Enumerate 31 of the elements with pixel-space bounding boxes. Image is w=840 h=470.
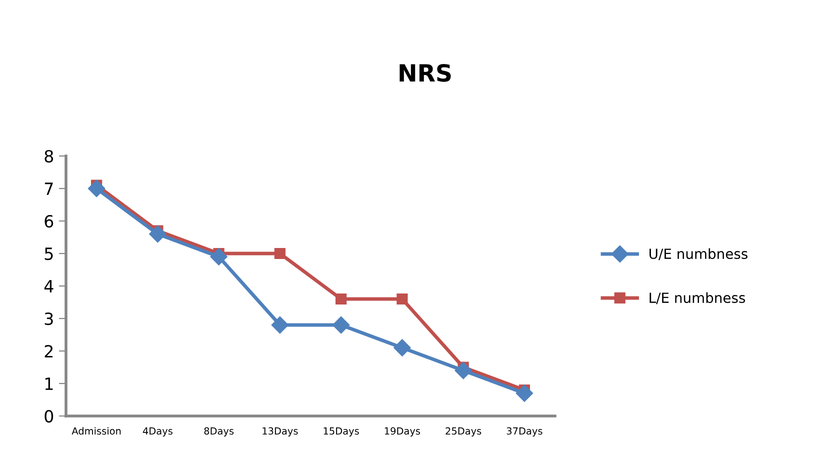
point bbox=[271, 316, 288, 334]
x-tick-label: 15Days bbox=[324, 427, 359, 437]
x-tick-label: 25Days bbox=[446, 427, 482, 437]
point bbox=[210, 248, 228, 266]
y-tick-label: 0 bbox=[44, 410, 54, 423]
x-tick-label: 13Days bbox=[262, 427, 298, 437]
x-tick-label: 19Days bbox=[384, 427, 420, 437]
y-tick-label: 2 bbox=[44, 344, 53, 358]
chart-title: NRS bbox=[400, 64, 451, 82]
x-tick-label: 37Days bbox=[506, 427, 542, 437]
y-tick-label: 8 bbox=[44, 150, 54, 163]
y-tick-label: 1 bbox=[45, 378, 53, 390]
y-tick-label: 4 bbox=[44, 280, 54, 292]
x-tick-label: 8Days bbox=[204, 427, 234, 437]
y-tick-label: 3 bbox=[44, 312, 53, 326]
point bbox=[149, 225, 166, 243]
point bbox=[396, 293, 408, 305]
x-tick-label: Admission bbox=[72, 427, 121, 435]
x-tick-label: 4Days bbox=[142, 427, 172, 437]
point bbox=[332, 316, 350, 334]
y-tick-label: 7 bbox=[44, 182, 53, 195]
y-tick-label: 6 bbox=[44, 214, 54, 228]
point bbox=[394, 339, 411, 356]
point bbox=[516, 384, 533, 402]
point bbox=[274, 248, 286, 260]
legend-label: L/E numbness bbox=[650, 292, 746, 304]
y-tick-label: 5 bbox=[44, 248, 53, 260]
point bbox=[454, 362, 472, 380]
legend-label: U/E numbness bbox=[650, 248, 748, 260]
point bbox=[88, 180, 106, 198]
point bbox=[336, 293, 347, 305]
